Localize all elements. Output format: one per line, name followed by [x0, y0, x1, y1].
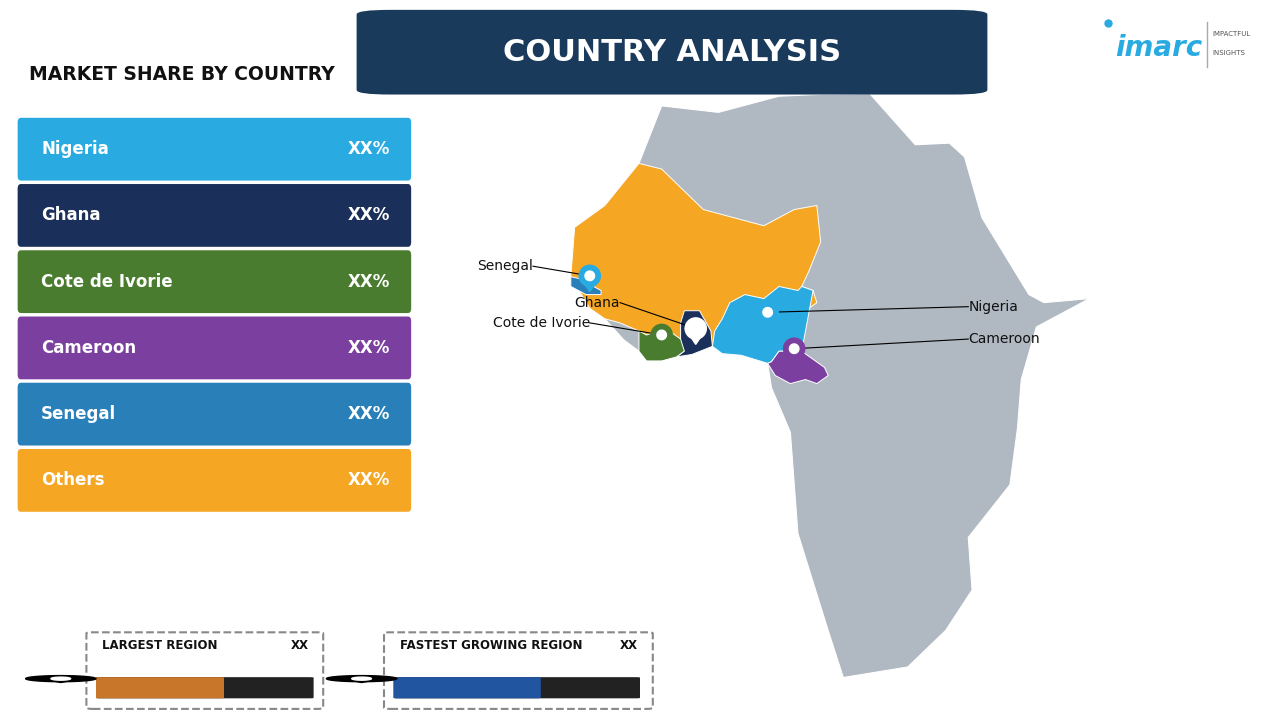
FancyBboxPatch shape [394, 677, 640, 698]
Polygon shape [691, 324, 700, 333]
FancyBboxPatch shape [18, 251, 411, 313]
Polygon shape [326, 675, 397, 682]
Text: MARKET SHARE BY COUNTRY: MARKET SHARE BY COUNTRY [29, 65, 334, 84]
Text: Ghana: Ghana [575, 296, 620, 310]
Text: XX%: XX% [347, 339, 390, 357]
Polygon shape [756, 302, 778, 323]
Text: Cameroon: Cameroon [968, 332, 1039, 346]
Text: Senegal: Senegal [41, 405, 116, 423]
Text: Ghana: Ghana [41, 207, 101, 225]
Text: XX%: XX% [347, 405, 390, 423]
Text: Cameroon: Cameroon [41, 339, 136, 357]
Text: Nigeria: Nigeria [968, 300, 1018, 314]
Text: IMPACTFUL: IMPACTFUL [1212, 31, 1251, 37]
Polygon shape [585, 271, 594, 281]
Polygon shape [639, 331, 689, 361]
Polygon shape [51, 677, 70, 680]
Polygon shape [26, 675, 96, 682]
Polygon shape [783, 338, 805, 359]
FancyBboxPatch shape [384, 632, 653, 709]
Polygon shape [685, 318, 707, 339]
Polygon shape [685, 328, 707, 344]
Text: XX%: XX% [347, 273, 390, 291]
Text: FASTEST GROWING REGION: FASTEST GROWING REGION [399, 639, 582, 652]
FancyBboxPatch shape [18, 449, 411, 512]
Polygon shape [657, 330, 667, 340]
Polygon shape [571, 94, 1089, 678]
Text: Cote de Ivorie: Cote de Ivorie [493, 316, 590, 330]
Text: Nigeria: Nigeria [41, 140, 109, 158]
Polygon shape [571, 276, 602, 294]
Polygon shape [352, 677, 371, 680]
Text: Others: Others [41, 472, 105, 490]
Polygon shape [756, 312, 778, 328]
Text: INSIGHTS: INSIGHTS [1212, 50, 1244, 56]
Polygon shape [579, 276, 600, 292]
Text: XX%: XX% [347, 207, 390, 225]
Text: Cote de Ivorie: Cote de Ivorie [41, 273, 173, 291]
Polygon shape [652, 324, 672, 346]
FancyBboxPatch shape [18, 317, 411, 379]
Polygon shape [41, 679, 81, 683]
FancyBboxPatch shape [96, 677, 224, 698]
Polygon shape [579, 265, 600, 287]
Text: XX: XX [291, 639, 308, 652]
Text: imarc: imarc [1115, 35, 1202, 63]
Polygon shape [677, 311, 713, 357]
FancyBboxPatch shape [357, 10, 987, 94]
FancyBboxPatch shape [18, 118, 411, 181]
Text: XX%: XX% [347, 472, 390, 490]
Polygon shape [571, 163, 820, 364]
FancyBboxPatch shape [394, 677, 540, 698]
Polygon shape [768, 351, 828, 384]
Text: XX%: XX% [347, 140, 390, 158]
Text: LARGEST REGION: LARGEST REGION [102, 639, 218, 652]
Text: Senegal: Senegal [477, 259, 532, 273]
FancyBboxPatch shape [96, 677, 314, 698]
FancyBboxPatch shape [87, 632, 323, 709]
Polygon shape [342, 679, 381, 683]
FancyBboxPatch shape [18, 184, 411, 247]
Polygon shape [763, 307, 772, 317]
Text: COUNTRY ANALYSIS: COUNTRY ANALYSIS [503, 37, 841, 67]
Polygon shape [713, 287, 813, 364]
Polygon shape [652, 335, 672, 351]
Text: XX: XX [620, 639, 637, 652]
FancyBboxPatch shape [18, 383, 411, 446]
Polygon shape [783, 348, 805, 364]
Polygon shape [790, 344, 799, 354]
